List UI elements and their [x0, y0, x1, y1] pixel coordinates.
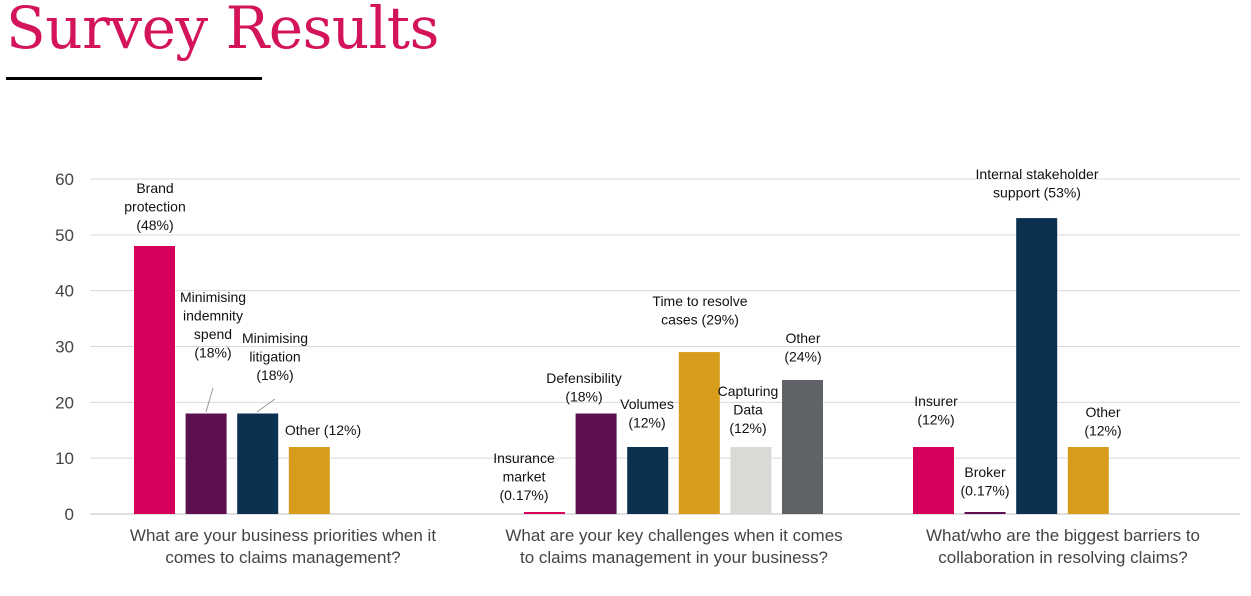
bar: [1016, 218, 1058, 515]
y-tick-label: 50: [55, 226, 74, 245]
data-label: Minimising: [242, 330, 308, 346]
title-underline: [6, 77, 262, 80]
data-label: Insurer: [914, 393, 958, 409]
data-label: (24%): [784, 349, 821, 365]
bar: [185, 413, 227, 514]
bar: [237, 413, 279, 514]
y-tick-label: 60: [55, 170, 74, 189]
category-label: comes to claims management?: [165, 548, 400, 567]
leader-lines: [205, 387, 276, 413]
data-label: (48%): [136, 217, 173, 233]
data-label: support (53%): [993, 185, 1081, 201]
data-label: (18%): [565, 389, 602, 405]
data-label: (12%): [1084, 423, 1121, 439]
bar: [134, 246, 175, 514]
category-label: What are your key challenges when it com…: [505, 526, 842, 545]
y-tick-label: 20: [55, 393, 74, 412]
data-labels: Brand protection (48%) Minimising indemnity s…: [124, 166, 1121, 503]
data-label: Capturing: [718, 383, 779, 399]
bar: [678, 352, 720, 514]
bar: [964, 512, 1006, 514]
bar: [627, 447, 669, 514]
data-label: Other: [1085, 404, 1120, 420]
data-label: Other (12%): [285, 422, 361, 438]
data-label: Minimising: [180, 289, 246, 305]
data-label: Internal stakeholder: [976, 166, 1099, 182]
data-label: (12%): [729, 420, 766, 436]
category-label: collaboration in resolving claims?: [938, 548, 1187, 567]
data-label: Defensibility: [546, 370, 621, 386]
y-tick-label: 40: [55, 282, 74, 301]
data-label: Brand: [136, 180, 173, 196]
data-label: market: [503, 469, 546, 485]
data-label: (12%): [628, 415, 665, 431]
data-label: spend: [194, 326, 232, 342]
data-label: Data: [733, 402, 763, 418]
y-axis-ticks: 0 10 20 30 40 50 60: [55, 170, 74, 524]
data-label: (0.17%): [499, 487, 548, 503]
leader-line: [205, 387, 214, 413]
bar: [782, 380, 823, 514]
bars: [134, 218, 1109, 515]
data-label: Time to resolve: [652, 293, 747, 309]
data-label: Insurance: [493, 450, 555, 466]
data-label: (0.17%): [960, 483, 1009, 499]
bar: [913, 447, 954, 514]
data-label: (18%): [256, 367, 293, 383]
y-tick-label: 0: [65, 505, 74, 524]
data-label: litigation: [249, 349, 300, 365]
bar: [1067, 447, 1109, 514]
data-label: cases (29%): [661, 312, 739, 328]
y-tick-label: 10: [55, 449, 74, 468]
data-label: Other: [785, 330, 820, 346]
data-label: protection: [124, 199, 185, 215]
data-label: Volumes: [620, 396, 674, 412]
category-label: What/who are the biggest barriers to: [926, 526, 1200, 545]
bar: [524, 512, 565, 514]
data-label: (18%): [194, 345, 231, 361]
category-label: to claims management in your business?: [520, 548, 828, 567]
bar: [730, 447, 772, 514]
page-title: Survey Results: [6, 0, 439, 62]
bar: [288, 447, 330, 514]
data-label: Broker: [964, 464, 1006, 480]
bar: [575, 413, 617, 514]
leader-line: [256, 398, 276, 413]
category-labels: What are your business priorities when i…: [130, 526, 1200, 567]
category-label: What are your business priorities when i…: [130, 526, 436, 545]
y-tick-label: 30: [55, 338, 74, 357]
data-label: (12%): [917, 412, 954, 428]
data-label: indemnity: [183, 308, 243, 324]
